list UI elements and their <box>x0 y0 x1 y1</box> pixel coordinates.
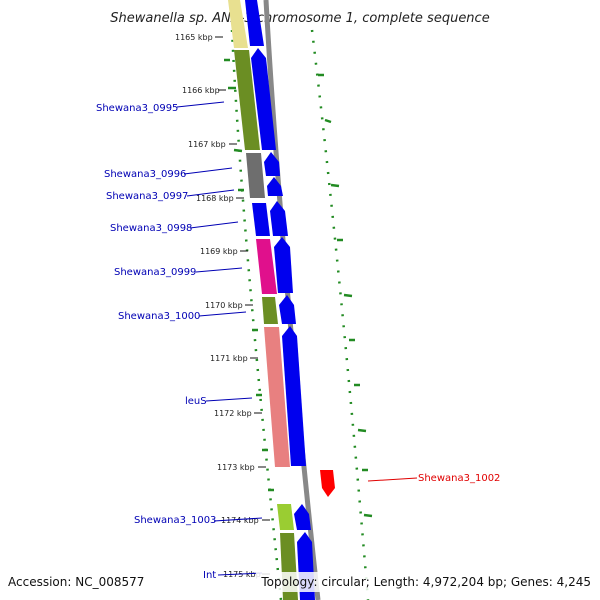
cog-lightgreen-segment <box>277 504 294 530</box>
gene-label-int[interactable]: Int <box>203 570 216 581</box>
cds-arrow-1002-reverse[interactable] <box>320 470 335 497</box>
gene-label-line-1002 <box>367 477 418 482</box>
cog-salmon-segment <box>264 327 290 467</box>
cog-blue-segment <box>252 203 270 236</box>
map-title: Shewanella sp. ANA-3 chromosome 1, compl… <box>110 11 489 26</box>
cds-arrow-0998[interactable] <box>270 201 288 236</box>
cds-arrow-0996[interactable] <box>264 152 280 176</box>
cds-arrow-0997[interactable] <box>267 177 283 196</box>
cds-arrow-1003[interactable] <box>294 504 311 530</box>
tick-label-1168: 1168 kbp <box>196 194 234 203</box>
cds-arrow-top[interactable] <box>245 0 264 46</box>
tick-label-1171: 1171 kbp <box>210 354 248 363</box>
kbp-tick-labels: 1165 kbp 1166 kbp 1167 kbp 1168 kbp 1169… <box>175 33 261 579</box>
cog-yellow-segment <box>228 0 248 48</box>
gene-label-1002[interactable]: Shewana3_1002 <box>418 473 500 484</box>
gc-skew-track <box>224 29 373 600</box>
cds-arrow-1000[interactable] <box>279 295 296 324</box>
gene-label-0998[interactable]: Shewana3_0998 <box>110 223 192 234</box>
cds-arrow-0995[interactable] <box>251 48 276 150</box>
gene-label-lines <box>176 101 263 576</box>
gene-label-0999[interactable]: Shewana3_0999 <box>114 267 196 278</box>
genome-summary-text: Topology: circular; Length: 4,972,204 bp… <box>260 575 591 589</box>
gene-labels: Shewana3_0995 Shewana3_0996 Shewana3_099… <box>96 103 500 581</box>
cog-olive-segment-2 <box>262 297 278 324</box>
cds-arrow-leuS[interactable] <box>282 326 306 466</box>
cog-pink-segment <box>256 239 277 294</box>
tick-label-1175: 1175 kbp <box>223 570 261 579</box>
gene-label-0996[interactable]: Shewana3_0996 <box>104 169 186 180</box>
cog-track <box>228 0 298 600</box>
tick-label-1172: 1172 kbp <box>214 409 252 418</box>
cog-gray-segment <box>246 153 265 198</box>
tick-label-1174: 1174 kbp <box>221 516 259 525</box>
gene-label-1000[interactable]: Shewana3_1000 <box>118 311 200 322</box>
cog-olive-segment-1 <box>234 50 260 150</box>
gene-label-leuS[interactable]: leuS <box>185 396 207 407</box>
tick-label-1170: 1170 kbp <box>205 301 243 310</box>
cds-arrow-0999[interactable] <box>274 237 293 293</box>
accession-text: Accession: NC_008577 <box>8 575 144 589</box>
gene-label-1003[interactable]: Shewana3_1003 <box>134 515 216 526</box>
footer-backdrop <box>256 572 600 592</box>
kbp-tick-marks <box>215 36 270 575</box>
gene-label-0995[interactable]: Shewana3_0995 <box>96 103 178 114</box>
tick-label-1166: 1166 kbp <box>182 86 220 95</box>
gene-label-0997[interactable]: Shewana3_0997 <box>106 191 188 202</box>
tick-label-1173: 1173 kbp <box>217 463 255 472</box>
tick-label-1167: 1167 kbp <box>188 140 226 149</box>
tick-label-1165: 1165 kbp <box>175 33 213 42</box>
tick-label-1169: 1169 kbp <box>200 247 238 256</box>
